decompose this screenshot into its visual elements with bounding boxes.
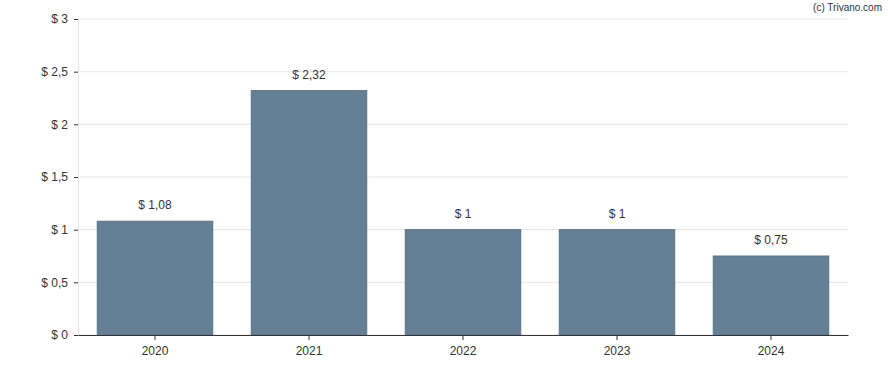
y-tick-label: $ 1,5: [41, 170, 68, 184]
bar: [559, 230, 675, 335]
grid: [78, 19, 848, 335]
data-label: $ 1: [455, 207, 472, 221]
bar: [97, 221, 213, 335]
x-tick-mark: [617, 335, 618, 340]
chart: $ 0$ 0,5$ 1$ 1,5$ 2$ 2,5$ 32020202120222…: [0, 0, 888, 370]
y-tick: $ 3: [51, 12, 78, 26]
x-tick: 2021: [296, 335, 323, 358]
x-tick: 2023: [604, 335, 631, 358]
y-tick-label: $ 0,5: [41, 276, 68, 290]
credit: (c) Trivano.com: [813, 2, 882, 13]
y-tick-label: $ 1: [51, 223, 68, 237]
bar: [713, 256, 829, 335]
annotations: (c) Trivano.com: [813, 2, 882, 13]
x-tick: 2020: [142, 335, 169, 358]
data-label: $ 1: [609, 207, 626, 221]
y-tick-mark: [74, 177, 78, 178]
y-tick-label: $ 2: [51, 118, 68, 132]
x-tick-label: 2022: [450, 344, 477, 358]
y-tick: $ 2,5: [41, 65, 78, 79]
x-tick: 2022: [450, 335, 477, 358]
x-tick-mark: [309, 335, 310, 340]
x-tick-label: 2024: [758, 344, 785, 358]
bar: [251, 91, 367, 335]
y-tick-label: $ 2,5: [41, 65, 68, 79]
x-axis: 2020 2021 2022 2023 2024: [79, 335, 849, 358]
data-label: $ 1,08: [138, 198, 172, 212]
y-tick: $ 0: [51, 328, 78, 342]
y-tick-label: $ 3: [51, 12, 68, 26]
x-tick-mark: [771, 335, 772, 340]
x-tick-mark: [463, 335, 464, 340]
grid-line: [78, 71, 848, 72]
x-tick: 2024: [758, 335, 785, 358]
grid-line: [78, 19, 848, 20]
y-tick-mark: [74, 282, 78, 283]
y-tick: $ 0,5: [41, 276, 78, 290]
x-tick-label: 2020: [142, 344, 169, 358]
x-tick-mark: [155, 335, 156, 340]
grid-line: [78, 177, 848, 178]
data-labels: $ 1,08 $ 2,32 $ 1 $ 1 $ 0,75: [138, 68, 788, 247]
y-tick-mark: [74, 72, 78, 73]
x-tick-label: 2023: [604, 344, 631, 358]
bar: [405, 230, 521, 335]
x-tick-label: 2021: [296, 344, 323, 358]
y-tick-label: $ 0: [51, 328, 68, 342]
y-axis: $ 0 $ 0,5 $ 1 $ 1,5 $ 2 $ 2,5 $ 3: [41, 12, 78, 342]
y-tick: $ 1,5: [41, 170, 78, 184]
y-tick-mark: [74, 230, 78, 231]
y-tick-mark: [74, 124, 78, 125]
y-tick-mark: [74, 19, 78, 20]
y-axis-line: [74, 20, 79, 336]
y-tick: $ 2: [51, 118, 78, 132]
plot: $ 0$ 0,5$ 1$ 1,5$ 2$ 2,5$ 32020202120222…: [41, 12, 848, 357]
grid-line: [78, 124, 848, 125]
y-tick-mark: [74, 335, 78, 336]
data-label: $ 2,32: [292, 68, 326, 82]
data-label: $ 0,75: [754, 233, 788, 247]
bars: [97, 91, 829, 335]
y-tick: $ 1: [51, 223, 78, 237]
